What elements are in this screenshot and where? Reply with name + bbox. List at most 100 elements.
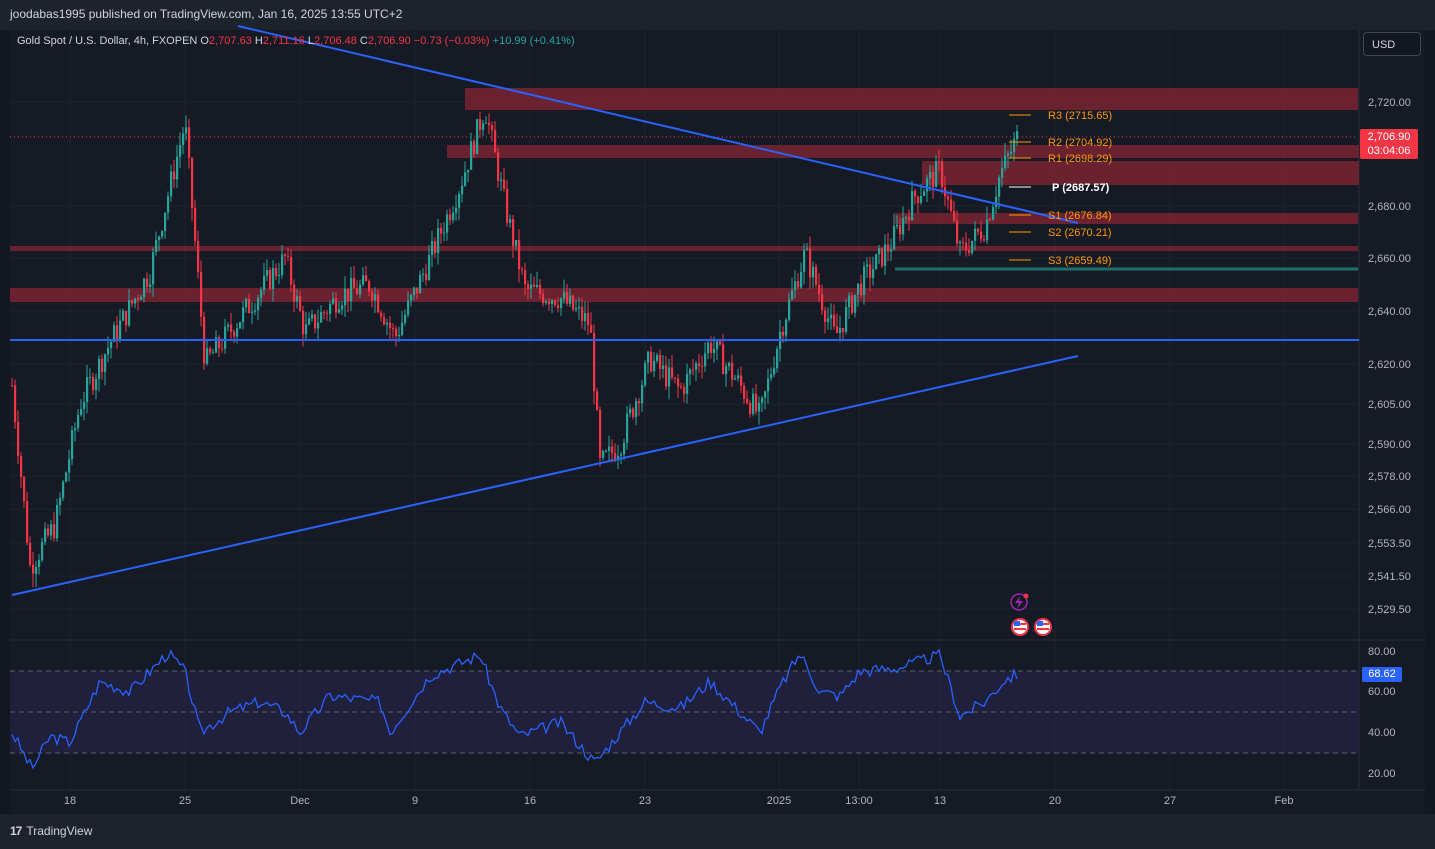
candle [71, 430, 74, 460]
candle [695, 363, 698, 370]
change-range-value: +10.99 (+0.41%) [492, 35, 575, 47]
candle [302, 310, 305, 335]
candle [614, 453, 617, 461]
candle [116, 325, 119, 340]
candle [641, 385, 644, 404]
candle [596, 391, 599, 411]
trend-lines[interactable] [10, 25, 1359, 596]
candle [905, 216, 908, 219]
candle [332, 298, 335, 304]
candle [1010, 151, 1013, 154]
candle [29, 542, 32, 565]
us-flag-event-icon[interactable] [1011, 618, 1029, 636]
candle [965, 242, 968, 251]
candle [62, 481, 65, 498]
pivot-label-s: S2 (2670.21) [1048, 227, 1112, 239]
descending-trendline[interactable] [237, 25, 1079, 224]
candle [539, 284, 542, 295]
price-axis-label: 2,660.00 [1368, 253, 1411, 265]
candle [557, 305, 560, 309]
candle [143, 278, 146, 297]
candle [197, 240, 200, 273]
lightning-icon[interactable] [1010, 593, 1029, 611]
candle [911, 190, 914, 221]
candle [284, 254, 287, 256]
candle [212, 352, 215, 354]
candle [167, 196, 170, 213]
candle [479, 119, 482, 130]
time-axis-label: 16 [524, 795, 536, 807]
candle [650, 351, 653, 372]
candle [653, 360, 656, 372]
time-axis-label: Feb [1275, 795, 1294, 807]
candle [32, 564, 35, 574]
pivot-label-s: S3 (2659.49) [1048, 255, 1112, 267]
candle [497, 152, 500, 182]
candle [638, 401, 641, 404]
candle [425, 273, 428, 280]
candle [455, 207, 458, 213]
candle [206, 348, 209, 364]
candle [419, 274, 422, 294]
low-value: 2,706.48 [314, 35, 357, 47]
candle [95, 378, 98, 391]
candle [761, 397, 764, 403]
candle [806, 248, 809, 250]
candle [629, 408, 632, 414]
candle [17, 421, 20, 457]
open-value: 2,707.63 [208, 35, 252, 47]
candle [560, 298, 563, 309]
candle [59, 497, 62, 506]
rsi-axis-label: 40.00 [1368, 727, 1396, 739]
candle [257, 297, 260, 311]
candle [659, 354, 662, 370]
candle [182, 133, 185, 146]
candle [956, 220, 959, 244]
candle [881, 247, 884, 266]
candle [113, 325, 116, 342]
candle [947, 196, 950, 200]
candle [824, 310, 827, 322]
candle [119, 320, 122, 340]
currency-button[interactable]: USD [1363, 32, 1421, 56]
candle [974, 228, 977, 241]
candle [953, 211, 956, 221]
candle [533, 284, 536, 287]
high-value: 2,711.16 [262, 35, 305, 47]
candle [734, 378, 737, 380]
price-axis-label: 2,720.00 [1368, 97, 1411, 109]
us-flag-event-icon[interactable] [1034, 618, 1052, 636]
candle [53, 524, 56, 539]
candle [356, 288, 359, 295]
candle [794, 281, 797, 291]
candle [386, 322, 389, 325]
candle [317, 322, 320, 329]
candle [14, 385, 17, 422]
candle [683, 387, 686, 394]
ascending-trendline[interactable] [11, 355, 1079, 596]
candle [896, 224, 899, 227]
candle [374, 294, 377, 301]
candle [632, 408, 635, 418]
event-icons[interactable] [1010, 593, 1052, 637]
candle [833, 314, 836, 327]
candle [377, 294, 380, 313]
candle [986, 219, 989, 241]
candle [665, 365, 668, 387]
candle [224, 326, 227, 349]
candle [122, 310, 125, 321]
price-axis-label: 2,605.00 [1368, 399, 1411, 411]
candle [1004, 155, 1007, 169]
publisher-line: joodabas1995 published on TradingView.co… [10, 7, 403, 21]
symbol-title[interactable]: Gold Spot / U.S. Dollar, 4h, FXOPEN [17, 35, 198, 47]
candle [677, 378, 680, 387]
candle [872, 269, 875, 278]
candle [527, 284, 530, 289]
candle [26, 501, 29, 543]
candle [128, 300, 131, 326]
candle [194, 208, 197, 241]
candle [743, 385, 746, 399]
tradingview-brand[interactable]: 17 TradingView [10, 824, 92, 838]
candle [23, 477, 26, 502]
